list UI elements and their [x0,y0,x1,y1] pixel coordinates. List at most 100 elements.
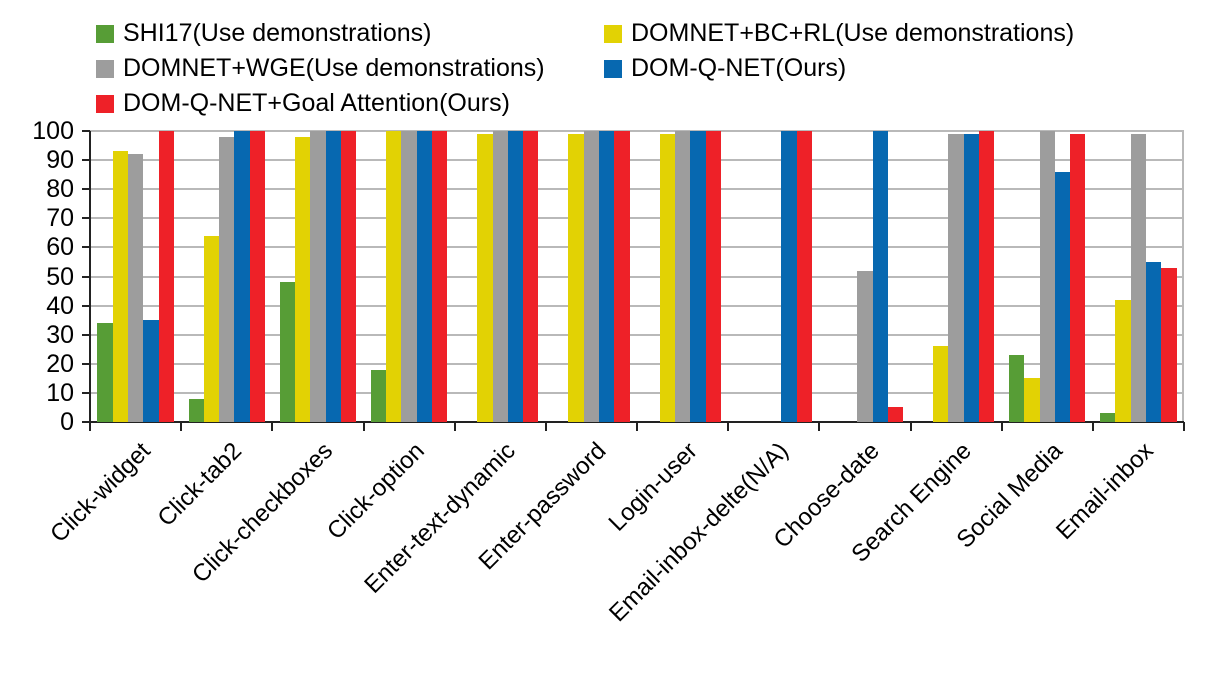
plot-right-border [1182,131,1184,422]
bar [386,131,402,422]
bar [477,133,493,422]
bar [614,131,630,422]
bar [872,131,888,422]
x-axis-tick [362,422,365,431]
x-axis-tick [818,422,821,431]
y-axis-tick-label: 20 [46,349,74,378]
bar [781,131,797,422]
y-axis-tick-label: 30 [46,320,74,349]
legend-label: SHI17(Use demonstrations) [123,19,432,47]
bar [1130,133,1147,422]
bar [659,133,675,422]
y-axis-tick-label: 50 [46,262,74,291]
y-axis-tick [82,188,90,191]
legend-swatch-icon [604,24,622,43]
x-axis-category-label: Email-inbox-delte(N/A) [604,437,795,628]
y-axis-tick [82,333,90,336]
y-axis-line [89,131,91,422]
bar [583,131,600,422]
x-axis-category-label: Click-widget [45,437,156,548]
bar [857,270,873,422]
legend-swatch-icon [96,59,114,78]
legend-item: DOM-Q-NET+Goal Attention(Ours) [96,89,510,118]
bar [370,369,387,422]
y-gridline [90,304,1184,307]
y-axis-tick [82,246,90,249]
legend-label: DOMNET+BC+RL(Use demonstrations) [631,19,1075,47]
bar [416,131,433,422]
y-axis-tick [82,362,90,365]
x-axis-category-label: Email-inbox [1051,437,1159,546]
bar [158,131,174,422]
y-axis-tick [82,130,90,132]
bar [1039,131,1055,422]
y-axis-tick [82,391,90,394]
x-axis-tick [544,422,547,431]
x-axis-tick [636,422,638,431]
y-axis-tick [82,421,90,423]
bar [1115,299,1131,422]
legend-swatch-icon [96,94,114,113]
bar [887,407,904,422]
bar [112,151,128,422]
bar [310,131,326,422]
y-gridline [90,391,1184,394]
bar [1146,261,1162,422]
y-gridline [90,188,1184,191]
y-gridline [90,246,1184,249]
y-axis-tick-label: 80 [46,175,74,204]
bar [143,320,159,422]
y-axis-tick-label: 40 [46,291,74,320]
bar [203,235,220,422]
x-axis-tick [1183,422,1185,431]
y-gridline [90,159,1184,162]
bar [249,131,265,422]
x-axis-tick [89,422,91,431]
legend-item: DOMNET+WGE(Use demonstrations) [96,54,545,83]
legend-item: DOM-Q-NET(Ours) [604,54,847,83]
legend-swatch-icon [604,59,622,78]
x-axis-category-label: Click-tab2 [152,437,248,532]
x-axis-tick [1091,422,1094,431]
bar [796,131,812,422]
bar [690,131,706,422]
bar [401,131,417,422]
bar [599,131,615,422]
y-gridline [90,333,1184,336]
y-axis-tick-label: 60 [46,233,74,262]
legend-label: DOM-Q-NET(Ours) [631,54,847,82]
y-axis-tick [82,217,90,220]
y-axis-tick-label: 100 [32,117,74,145]
bar [294,136,311,422]
bar [97,323,113,422]
bar [188,398,204,422]
bar [1161,267,1177,422]
y-axis-tick-label: 0 [60,408,74,436]
y-gridline [90,275,1184,278]
y-axis-tick [82,275,90,278]
x-axis-tick [180,422,183,431]
bar [127,154,144,422]
y-axis-tick [82,159,90,162]
y-gridline [90,130,1184,132]
y-gridline [90,217,1184,220]
bar [279,282,295,422]
bar [340,131,357,422]
bar [1009,355,1025,422]
x-axis-tick [727,422,730,431]
x-axis-tick [271,422,274,431]
legend-label: DOMNET+WGE(Use demonstrations) [123,54,545,82]
y-axis-tick [82,304,90,307]
y-axis-tick-label: 10 [46,378,74,407]
bar [1024,378,1040,422]
bar [979,131,995,422]
legend-item: DOMNET+BC+RL(Use demonstrations) [604,19,1075,48]
bar [507,131,524,422]
x-axis-category-label: Login-user [603,437,703,537]
bar [963,133,980,422]
x-axis-tick [909,422,912,431]
legend-swatch-icon [96,24,114,43]
x-axis-tick [1000,422,1003,431]
y-axis-tick-label: 90 [46,146,74,175]
